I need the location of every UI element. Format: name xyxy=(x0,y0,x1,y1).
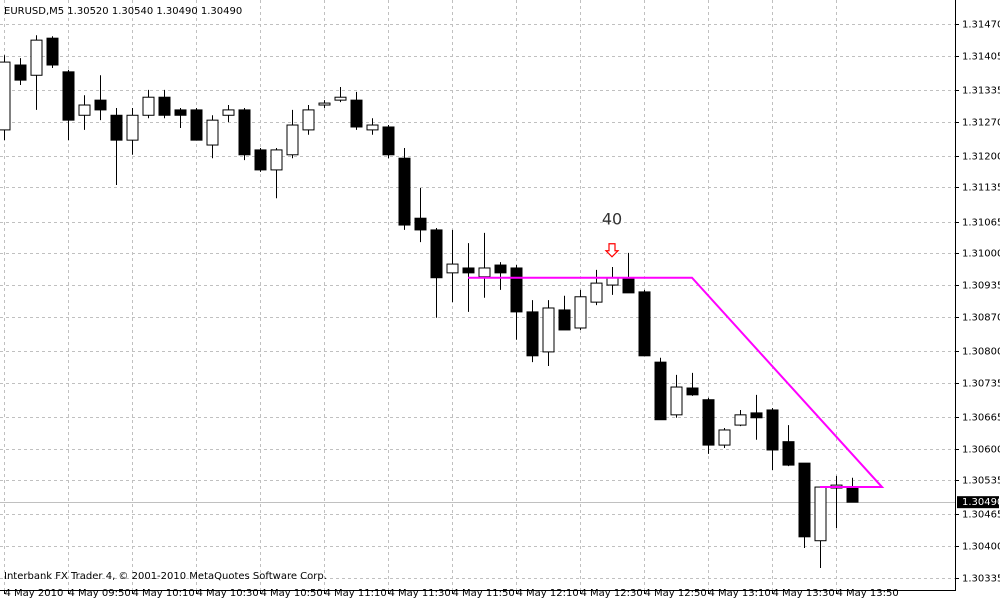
candle-body xyxy=(0,61,11,131)
candle-body xyxy=(254,149,267,171)
candle-body xyxy=(686,387,699,396)
candle-body xyxy=(110,114,123,141)
candle-body xyxy=(126,114,139,141)
y-tick-label: 1.30335 xyxy=(962,574,1000,585)
annotation: 40 xyxy=(602,210,622,229)
candle-body xyxy=(782,441,795,466)
x-tick-label: 4 May 13:10 xyxy=(709,588,771,599)
x-tick-label: 4 May 2010 xyxy=(5,588,64,599)
y-tick-label: 1.30465 xyxy=(962,510,1000,521)
candle-body xyxy=(494,264,507,274)
candle-body xyxy=(270,149,283,171)
x-tick-label: 4 May 10:10 xyxy=(133,588,195,599)
candle-body xyxy=(30,39,43,76)
candle-body xyxy=(286,124,299,156)
candle-body xyxy=(222,109,235,116)
y-tick-label: 1.31405 xyxy=(962,52,1000,63)
x-tick-label: 4 May 12:50 xyxy=(645,588,707,599)
candle-body xyxy=(462,267,475,274)
x-tick-label: 4 May 09:50 xyxy=(69,588,131,599)
candle-body xyxy=(702,399,715,446)
candle-body xyxy=(94,99,107,111)
candle-body xyxy=(478,267,491,278)
x-tick-label: 4 May 13:50 xyxy=(837,588,899,599)
candle-body xyxy=(190,109,203,141)
candle-body xyxy=(750,412,763,419)
candle-body xyxy=(526,311,539,357)
chart-title: EURUSD,M5 1.30520 1.30540 1.30490 1.3049… xyxy=(4,6,242,17)
candle-body xyxy=(446,263,459,274)
current-price-box xyxy=(957,496,999,509)
y-tick-label: 1.31270 xyxy=(962,118,1000,129)
candle-body xyxy=(798,462,811,538)
current-price-label: 1.30490 xyxy=(962,497,1000,508)
candle-body xyxy=(590,282,603,303)
candle-body xyxy=(622,277,635,294)
y-tick-label: 1.30600 xyxy=(962,445,1000,456)
candle-body xyxy=(430,229,443,279)
y-tick-label: 1.31065 xyxy=(962,218,1000,229)
candle-body xyxy=(366,124,379,131)
candle-body xyxy=(142,96,155,116)
x-tick-label: 4 May 11:50 xyxy=(453,588,515,599)
candle-body xyxy=(542,307,555,353)
x-tick-label: 4 May 10:30 xyxy=(197,588,259,599)
marks xyxy=(0,35,859,569)
arrow xyxy=(604,243,620,258)
candle-body xyxy=(414,217,427,231)
candle-body xyxy=(62,71,75,121)
y-tick-label: 1.31000 xyxy=(962,249,1000,260)
candle-body xyxy=(766,409,779,451)
candle-body xyxy=(734,414,747,426)
candle-body xyxy=(718,429,731,446)
candle-body xyxy=(350,99,363,128)
candle-body xyxy=(846,487,859,503)
candle-body xyxy=(510,267,523,313)
candle-body xyxy=(158,96,171,116)
y-tick-label: 1.30665 xyxy=(962,413,1000,424)
candle-body xyxy=(334,96,347,101)
y-tick-label: 1.30800 xyxy=(962,347,1000,358)
candle-body xyxy=(46,37,59,66)
y-tick-label: 1.31470 xyxy=(962,20,1000,31)
trendline xyxy=(468,276,885,489)
candle-body xyxy=(670,386,683,416)
y-tick-label: 1.30935 xyxy=(962,281,1000,292)
candle-body xyxy=(398,157,411,226)
y-tick-label: 1.30535 xyxy=(962,476,1000,487)
candle-body xyxy=(382,126,395,156)
candle-body xyxy=(654,361,667,421)
candle-body xyxy=(638,291,651,357)
y-tick-label: 1.30400 xyxy=(962,542,1000,553)
candle-body xyxy=(574,296,587,329)
candle-body xyxy=(606,277,619,286)
x-tick-label: 4 May 12:30 xyxy=(581,588,643,599)
y-tick-label: 1.31335 xyxy=(962,86,1000,97)
candle-body xyxy=(78,104,91,116)
y-tick-label: 1.30870 xyxy=(962,313,1000,324)
candle-body xyxy=(558,309,571,331)
y-tick-label: 1.31135 xyxy=(962,183,1000,194)
candle-body xyxy=(14,64,27,81)
y-tick-label: 1.31200 xyxy=(962,152,1000,163)
footer: Interbank FX Trader 4, © 2001-2010 MetaQ… xyxy=(4,571,327,582)
candle-body xyxy=(318,102,331,106)
candle-body xyxy=(206,119,219,146)
x-tick-label: 4 May 13:30 xyxy=(773,588,835,599)
candle-body xyxy=(238,109,251,156)
candle-body xyxy=(302,109,315,131)
candle-body xyxy=(174,109,187,116)
candle-body xyxy=(814,486,827,542)
x-tick-label: 4 May 10:50 xyxy=(261,588,323,599)
x-tick-label: 4 May 11:30 xyxy=(389,588,451,599)
x-tick-label: 4 May 11:10 xyxy=(325,588,387,599)
x-tick-label: 4 May 12:10 xyxy=(517,588,579,599)
y-tick-label: 1.30735 xyxy=(962,379,1000,390)
